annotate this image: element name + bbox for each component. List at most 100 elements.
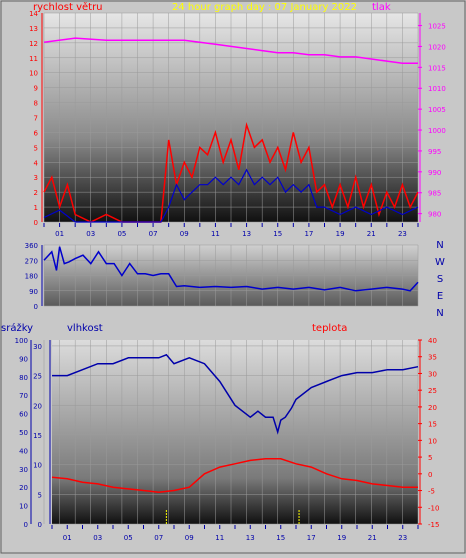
- y-tick-label-pressure: 1000: [428, 127, 446, 135]
- y-tick-label-wind: 9: [34, 85, 38, 93]
- y-tick-label-temperature: 35: [428, 354, 437, 362]
- x-tick-label-bottom: 09: [185, 534, 194, 542]
- y-tick-label-humidity: 15: [33, 432, 42, 440]
- x-tick-label-top: 11: [211, 230, 220, 238]
- x-tick-label-top: 21: [367, 230, 376, 238]
- y-tick-label-wind: 3: [34, 174, 38, 182]
- y-tick-label-temperature: 40: [428, 337, 437, 345]
- y-tick-label-rain: 80: [19, 374, 28, 382]
- humidity-line: [52, 353, 419, 435]
- y-tick-label-humidity: 10: [33, 462, 42, 470]
- y-tick-label-wind: 12: [29, 40, 38, 48]
- y-tick-label-rain: 100: [15, 337, 28, 345]
- y-tick-label-temperature: -15: [428, 521, 439, 529]
- y-tick-label-temperature: 15: [428, 421, 437, 429]
- y-tick-label-wind: 8: [34, 100, 38, 108]
- temperature-label: teplota: [312, 323, 347, 334]
- y-tick-label-rain: 0: [24, 521, 28, 529]
- pressure-line: [43, 37, 418, 64]
- y-tick-label-pressure: 990: [428, 169, 441, 177]
- y-tick-label-pressure: 1015: [428, 64, 446, 72]
- rain-label: srážky: [1, 322, 33, 334]
- y-tick-label-wind: 10: [29, 70, 38, 78]
- x-tick-label-top: 19: [336, 230, 345, 238]
- x-tick-label-bottom: 11: [215, 534, 224, 542]
- x-tick-label-top: 05: [117, 230, 126, 238]
- chart-marks: [43, 37, 419, 524]
- grid-lines: [43, 12, 419, 525]
- y-tick-label-wind: 2: [34, 189, 38, 197]
- x-tick-label-top: 09: [180, 230, 189, 238]
- y-tick-label-wind: 6: [34, 129, 39, 137]
- y-tick-label-pressure: 1010: [428, 85, 446, 93]
- y-tick-label-direction: 0: [34, 303, 38, 311]
- y-tick-label-pressure: 1005: [428, 106, 446, 114]
- y-tick-label-direction: 360: [25, 242, 38, 250]
- y-tick-label-direction: 90: [29, 288, 38, 296]
- y-tick-label-humidity: 5: [38, 491, 42, 499]
- y-tick-label-temperature: 10: [428, 437, 437, 445]
- axes: 0123456789101112131498098599099510001005…: [15, 10, 446, 542]
- x-tick-label-bottom: 03: [93, 534, 102, 542]
- y-tick-label-pressure: 980: [428, 211, 441, 219]
- x-tick-label-bottom: 07: [154, 534, 163, 542]
- compass-label: N: [436, 308, 443, 319]
- x-tick-label-top: 07: [149, 230, 158, 238]
- x-tick-label-top: 15: [273, 230, 282, 238]
- y-tick-label-wind: 13: [29, 25, 38, 33]
- y-tick-label-pressure: 995: [428, 148, 441, 156]
- y-tick-label-rain: 50: [19, 429, 28, 437]
- y-tick-label-wind: 5: [34, 144, 38, 152]
- y-tick-label-wind: 11: [29, 55, 38, 63]
- y-tick-label-temperature: 0: [428, 471, 432, 479]
- x-tick-label-bottom: 19: [337, 534, 346, 542]
- compass-label: W: [435, 257, 445, 268]
- y-tick-label-humidity: 20: [33, 402, 42, 410]
- y-tick-label-pressure: 1020: [428, 43, 446, 51]
- x-tick-label-bottom: 21: [368, 534, 377, 542]
- y-tick-label-pressure: 1025: [428, 23, 446, 31]
- x-tick-label-bottom: 23: [398, 534, 407, 542]
- y-tick-label-wind: 0: [34, 219, 38, 227]
- y-tick-label-pressure: 985: [428, 190, 441, 198]
- compass-label: N: [436, 240, 443, 251]
- y-tick-label-wind: 4: [34, 159, 39, 167]
- temperature-line: [51, 458, 418, 493]
- y-tick-label-temperature: 25: [428, 387, 437, 395]
- wind-avg-line: [43, 168, 419, 223]
- panel-humidity-temp: [52, 340, 418, 524]
- y-tick-label-humidity: 0: [38, 521, 42, 529]
- y-tick-label-temperature: -10: [428, 504, 439, 512]
- y-tick-label-temperature: 30: [428, 370, 437, 378]
- x-tick-label-top: 17: [304, 230, 313, 238]
- humidity-label: vlhkost: [67, 323, 103, 334]
- y-tick-label-rain: 70: [19, 392, 28, 400]
- y-tick-label-direction: 180: [25, 273, 38, 281]
- x-tick-label-bottom: 01: [63, 534, 72, 542]
- y-tick-label-humidity: 25: [33, 373, 42, 381]
- x-tick-label-top: 03: [86, 230, 95, 238]
- y-tick-label-rain: 10: [19, 503, 28, 511]
- y-tick-label-rain: 20: [19, 484, 28, 492]
- y-tick-label-wind: 1: [34, 204, 38, 212]
- compass-label: E: [437, 291, 443, 302]
- y-tick-label-temperature: 20: [428, 404, 437, 412]
- y-tick-label-wind: 14: [29, 10, 38, 18]
- y-tick-label-rain: 30: [19, 466, 28, 474]
- compass-label: S: [437, 274, 443, 285]
- x-tick-label-top: 01: [55, 230, 64, 238]
- x-tick-label-top: 23: [398, 230, 407, 238]
- y-tick-label-temperature: 5: [428, 454, 432, 462]
- y-tick-label-rain: 40: [19, 447, 28, 455]
- y-tick-label-humidity: 30: [33, 343, 42, 351]
- chart-title: 24 hour graph day : 07 January 2022: [172, 2, 357, 13]
- direction-line: [43, 246, 419, 292]
- x-tick-label-bottom: 15: [276, 534, 285, 542]
- y-tick-label-rain: 90: [19, 355, 28, 363]
- x-tick-label-bottom: 13: [246, 534, 255, 542]
- x-tick-label-bottom: 17: [307, 534, 316, 542]
- wind-speed-label: rychlost větru: [33, 1, 103, 13]
- x-tick-label-top: 13: [242, 230, 251, 238]
